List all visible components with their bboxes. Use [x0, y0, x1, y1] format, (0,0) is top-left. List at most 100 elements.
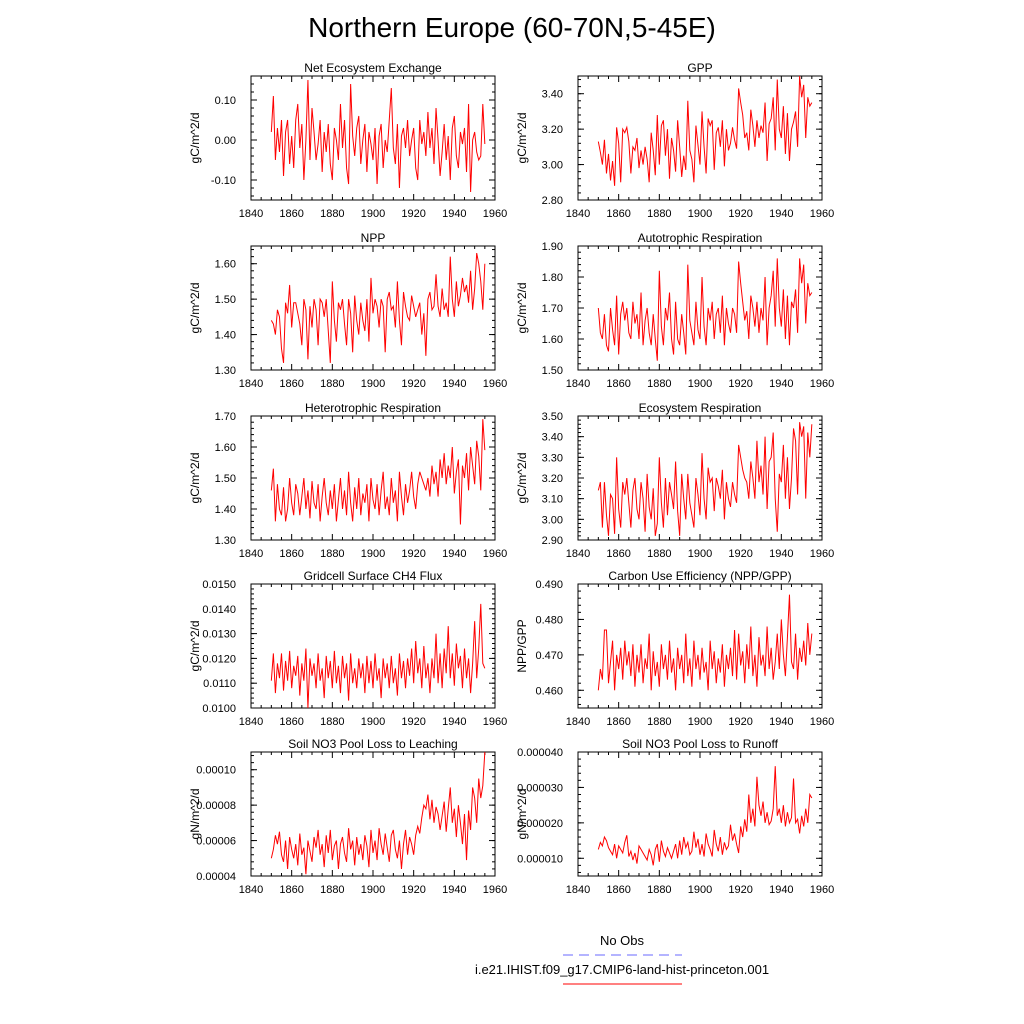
x-tick-label: 1960	[810, 208, 834, 220]
panel-6: Gridcell Surface CH4 Flux gC/m^2/d 1840 186…	[188, 569, 507, 728]
x-tick-label: 1900	[688, 884, 712, 896]
series-line	[597, 422, 813, 536]
x-tick-label: 1860	[606, 378, 630, 390]
series-line	[270, 419, 486, 525]
series-line	[597, 766, 813, 866]
x-tick-label: 1960	[483, 884, 507, 896]
y-tick-label: 0.0150	[202, 579, 236, 591]
x-tick-label: 1960	[810, 716, 834, 728]
figure-title: Northern Europe (60-70N,5-45E)	[308, 12, 716, 43]
legend-obs-label: No Obs	[600, 933, 645, 948]
y-tick-label: 0.480	[535, 614, 563, 626]
series-line	[270, 603, 486, 709]
panel-5: Ecosystem Respiration gC/m^2/d 1840 1860 188…	[515, 401, 834, 560]
x-tick-label: 1940	[769, 884, 793, 896]
y-axis-label: gC/m^2/d	[188, 113, 202, 164]
x-tick-label: 1960	[483, 378, 507, 390]
panel-title: GPP	[687, 61, 712, 75]
y-tick-label: 3.50	[542, 411, 563, 423]
x-tick-label: 1880	[647, 378, 671, 390]
x-tick-label: 1840	[239, 208, 263, 220]
x-tick-label: 1940	[769, 208, 793, 220]
y-tick-label: 0.000040	[517, 747, 563, 759]
y-tick-label: 2.90	[542, 535, 563, 547]
series-line	[270, 252, 486, 363]
y-tick-label: 1.60	[542, 334, 563, 346]
x-tick-label: 1880	[647, 208, 671, 220]
panel-9: Soil NO3 Pool Loss to Runoff gN/m^2/d 1840…	[515, 737, 834, 896]
y-tick-label: 1.50	[215, 294, 236, 306]
x-tick-label: 1940	[442, 716, 466, 728]
y-axis-label: NPP/GPP	[515, 619, 529, 672]
x-tick-label: 1880	[320, 378, 344, 390]
y-tick-label: 1.70	[542, 303, 563, 315]
x-tick-label: 1920	[401, 208, 425, 220]
y-tick-label: 0.00010	[196, 765, 236, 777]
panel-title: Net Ecosystem Exchange	[304, 61, 442, 75]
y-axis-label: gC/m^2/d	[188, 621, 202, 672]
panel-7: Carbon Use Efficiency (NPP/GPP) NPP/GPP 18…	[515, 569, 834, 728]
x-tick-label: 1840	[239, 548, 263, 560]
x-tick-label: 1940	[442, 208, 466, 220]
y-tick-label: 0.000010	[517, 853, 563, 865]
x-tick-label: 1960	[483, 548, 507, 560]
y-tick-label: 1.80	[542, 272, 563, 284]
x-tick-label: 1880	[647, 716, 671, 728]
y-tick-label: 1.40	[215, 330, 236, 342]
x-tick-label: 1940	[769, 378, 793, 390]
y-tick-label: 3.20	[542, 473, 563, 485]
y-tick-label: 1.90	[542, 241, 563, 253]
x-tick-label: 1940	[442, 548, 466, 560]
x-tick-label: 1860	[606, 548, 630, 560]
series-line	[270, 751, 486, 875]
x-tick-label: 1960	[483, 716, 507, 728]
x-tick-label: 1900	[361, 378, 385, 390]
series-line	[597, 75, 813, 186]
y-tick-label: 0.00006	[196, 836, 236, 848]
x-tick-label: 1900	[688, 378, 712, 390]
x-tick-label: 1940	[769, 716, 793, 728]
x-tick-label: 1900	[688, 716, 712, 728]
y-tick-label: 0.10	[215, 95, 236, 107]
x-tick-label: 1960	[483, 208, 507, 220]
series-line	[597, 258, 813, 361]
y-tick-label: 0.0110	[203, 678, 236, 690]
y-tick-label: 1.60	[215, 442, 236, 454]
x-tick-label: 1860	[279, 208, 303, 220]
x-tick-label: 1940	[769, 548, 793, 560]
y-tick-label: -0.10	[211, 175, 236, 187]
y-axis-label: gC/m^2/d	[188, 453, 202, 504]
x-tick-label: 1920	[401, 884, 425, 896]
panel-4: Heterotrophic Respiration gC/m^2/d 1840 186…	[188, 401, 507, 560]
y-tick-label: 0.0130	[202, 629, 236, 641]
x-tick-label: 1880	[647, 548, 671, 560]
y-tick-label: 1.70	[215, 411, 236, 423]
x-tick-label: 1880	[320, 884, 344, 896]
x-tick-label: 1880	[320, 548, 344, 560]
y-axis-label: gC/m^2/d	[515, 453, 529, 504]
y-tick-label: 3.10	[542, 494, 563, 506]
y-tick-label: 1.50	[542, 365, 563, 377]
x-tick-label: 1840	[566, 548, 590, 560]
legend-model-label: i.e21.IHIST.f09_g17.CMIP6-land-hist-prin…	[475, 962, 769, 977]
panel-title: Gridcell Surface CH4 Flux	[304, 569, 443, 583]
x-tick-label: 1900	[361, 884, 385, 896]
x-tick-label: 1880	[320, 208, 344, 220]
y-tick-label: 3.30	[542, 452, 563, 464]
x-tick-label: 1840	[566, 378, 590, 390]
x-tick-label: 1900	[361, 548, 385, 560]
x-tick-label: 1840	[566, 884, 590, 896]
panel-title: Soil NO3 Pool Loss to Runoff	[622, 737, 779, 751]
x-tick-label: 1920	[728, 208, 752, 220]
y-tick-label: 1.30	[215, 535, 236, 547]
y-tick-label: 2.80	[542, 195, 563, 207]
y-tick-label: 0.000020	[517, 818, 563, 830]
x-tick-label: 1880	[647, 884, 671, 896]
y-tick-label: 0.0120	[202, 653, 236, 665]
y-tick-label: 0.00004	[196, 871, 236, 883]
x-tick-label: 1960	[810, 548, 834, 560]
y-axis-label: gC/m^2/d	[515, 113, 529, 164]
y-tick-label: 1.50	[215, 473, 236, 485]
